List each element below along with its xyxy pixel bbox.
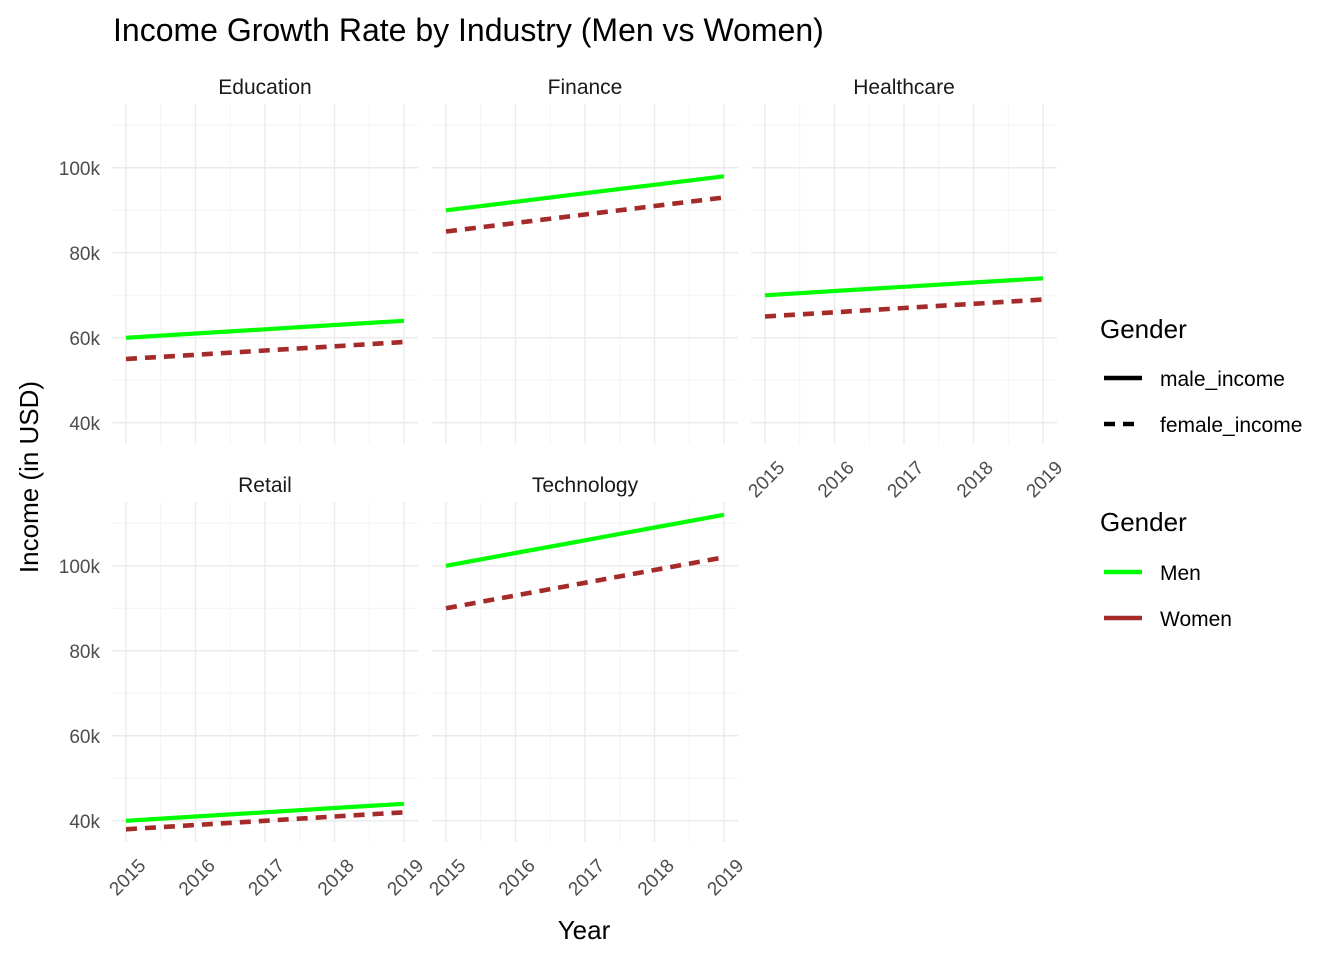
facet-strip-label: Finance — [548, 76, 623, 99]
legend-color: Gender Men Women — [1100, 507, 1232, 631]
x-tick-label: 2018 — [953, 457, 998, 502]
x-tick-label: 2016 — [175, 855, 220, 900]
legend-label: Women — [1160, 608, 1232, 631]
legend-label: Men — [1160, 562, 1201, 585]
facet-panel-finance: Finance — [432, 76, 738, 444]
facet-strip-label: Healthcare — [853, 76, 955, 99]
series-line-men — [125, 801, 405, 823]
x-tick-label: 2018 — [634, 855, 679, 900]
x-tick-label: 2018 — [314, 855, 359, 900]
x-tick-label: 2019 — [704, 855, 749, 900]
y-tick-label: 60k — [69, 727, 100, 748]
series-line-women — [445, 555, 725, 611]
facet-panel-education: Education 40k 60k 80k 100k — [59, 76, 418, 444]
series-line-men — [445, 512, 725, 568]
facet-strip-label: Technology — [532, 474, 639, 497]
series-line-women — [445, 195, 725, 234]
y-tick-label: 40k — [69, 414, 100, 435]
x-tick-label: 2017 — [884, 457, 929, 502]
legend-label: female_income — [1160, 414, 1302, 437]
facet-panel-healthcare: Healthcare 2015 2016 2017 2018 2019 — [745, 76, 1068, 502]
y-tick-label: 80k — [69, 244, 100, 265]
series-line-women — [125, 339, 405, 362]
facet-panel-retail: Retail 40k 60k 80k 100k 2015 2016 2017 2018 2019 — [59, 474, 428, 900]
y-tick-label: 60k — [69, 329, 100, 350]
x-tick-label: 2016 — [814, 457, 859, 502]
series-line-women — [764, 297, 1044, 319]
legend-linetype: Gender male_income female_income — [1100, 314, 1302, 437]
y-tick-label: 80k — [69, 642, 100, 663]
facet-strip-label: Education — [218, 76, 311, 99]
x-tick-label: 2017 — [565, 855, 610, 900]
x-tick-label: 2015 — [745, 457, 790, 502]
legend-title: Gender — [1100, 314, 1187, 344]
series-line-men — [445, 174, 725, 213]
facet-panels: Education 40k 60k 80k 100k Finance Healthcare 2… — [59, 76, 1067, 900]
facet-panel-technology: Technology 2015 2016 2017 2018 2019 — [426, 474, 749, 900]
x-axis-title: Year — [558, 915, 611, 945]
x-tick-label: 2015 — [106, 855, 151, 900]
series-line-men — [125, 318, 405, 340]
legend-label: male_income — [1160, 368, 1285, 391]
facet-strip-label: Retail — [238, 474, 292, 497]
x-tick-label: 2019 — [384, 855, 429, 900]
x-tick-label: 2017 — [245, 855, 290, 900]
chart-title: Income Growth Rate by Industry (Men vs W… — [113, 12, 824, 48]
legend-title: Gender — [1100, 507, 1187, 537]
series-line-men — [764, 276, 1044, 298]
y-axis-title: Income (in USD) — [14, 381, 44, 573]
y-tick-label: 100k — [59, 159, 101, 180]
x-tick-label: 2015 — [426, 855, 471, 900]
legends: Gender male_income female_income Gender Men W… — [1100, 314, 1302, 631]
x-tick-label: 2019 — [1023, 457, 1068, 502]
series-line-women — [125, 810, 405, 832]
x-tick-label: 2016 — [495, 855, 540, 900]
y-tick-label: 100k — [59, 557, 101, 578]
y-tick-label: 40k — [69, 812, 100, 833]
